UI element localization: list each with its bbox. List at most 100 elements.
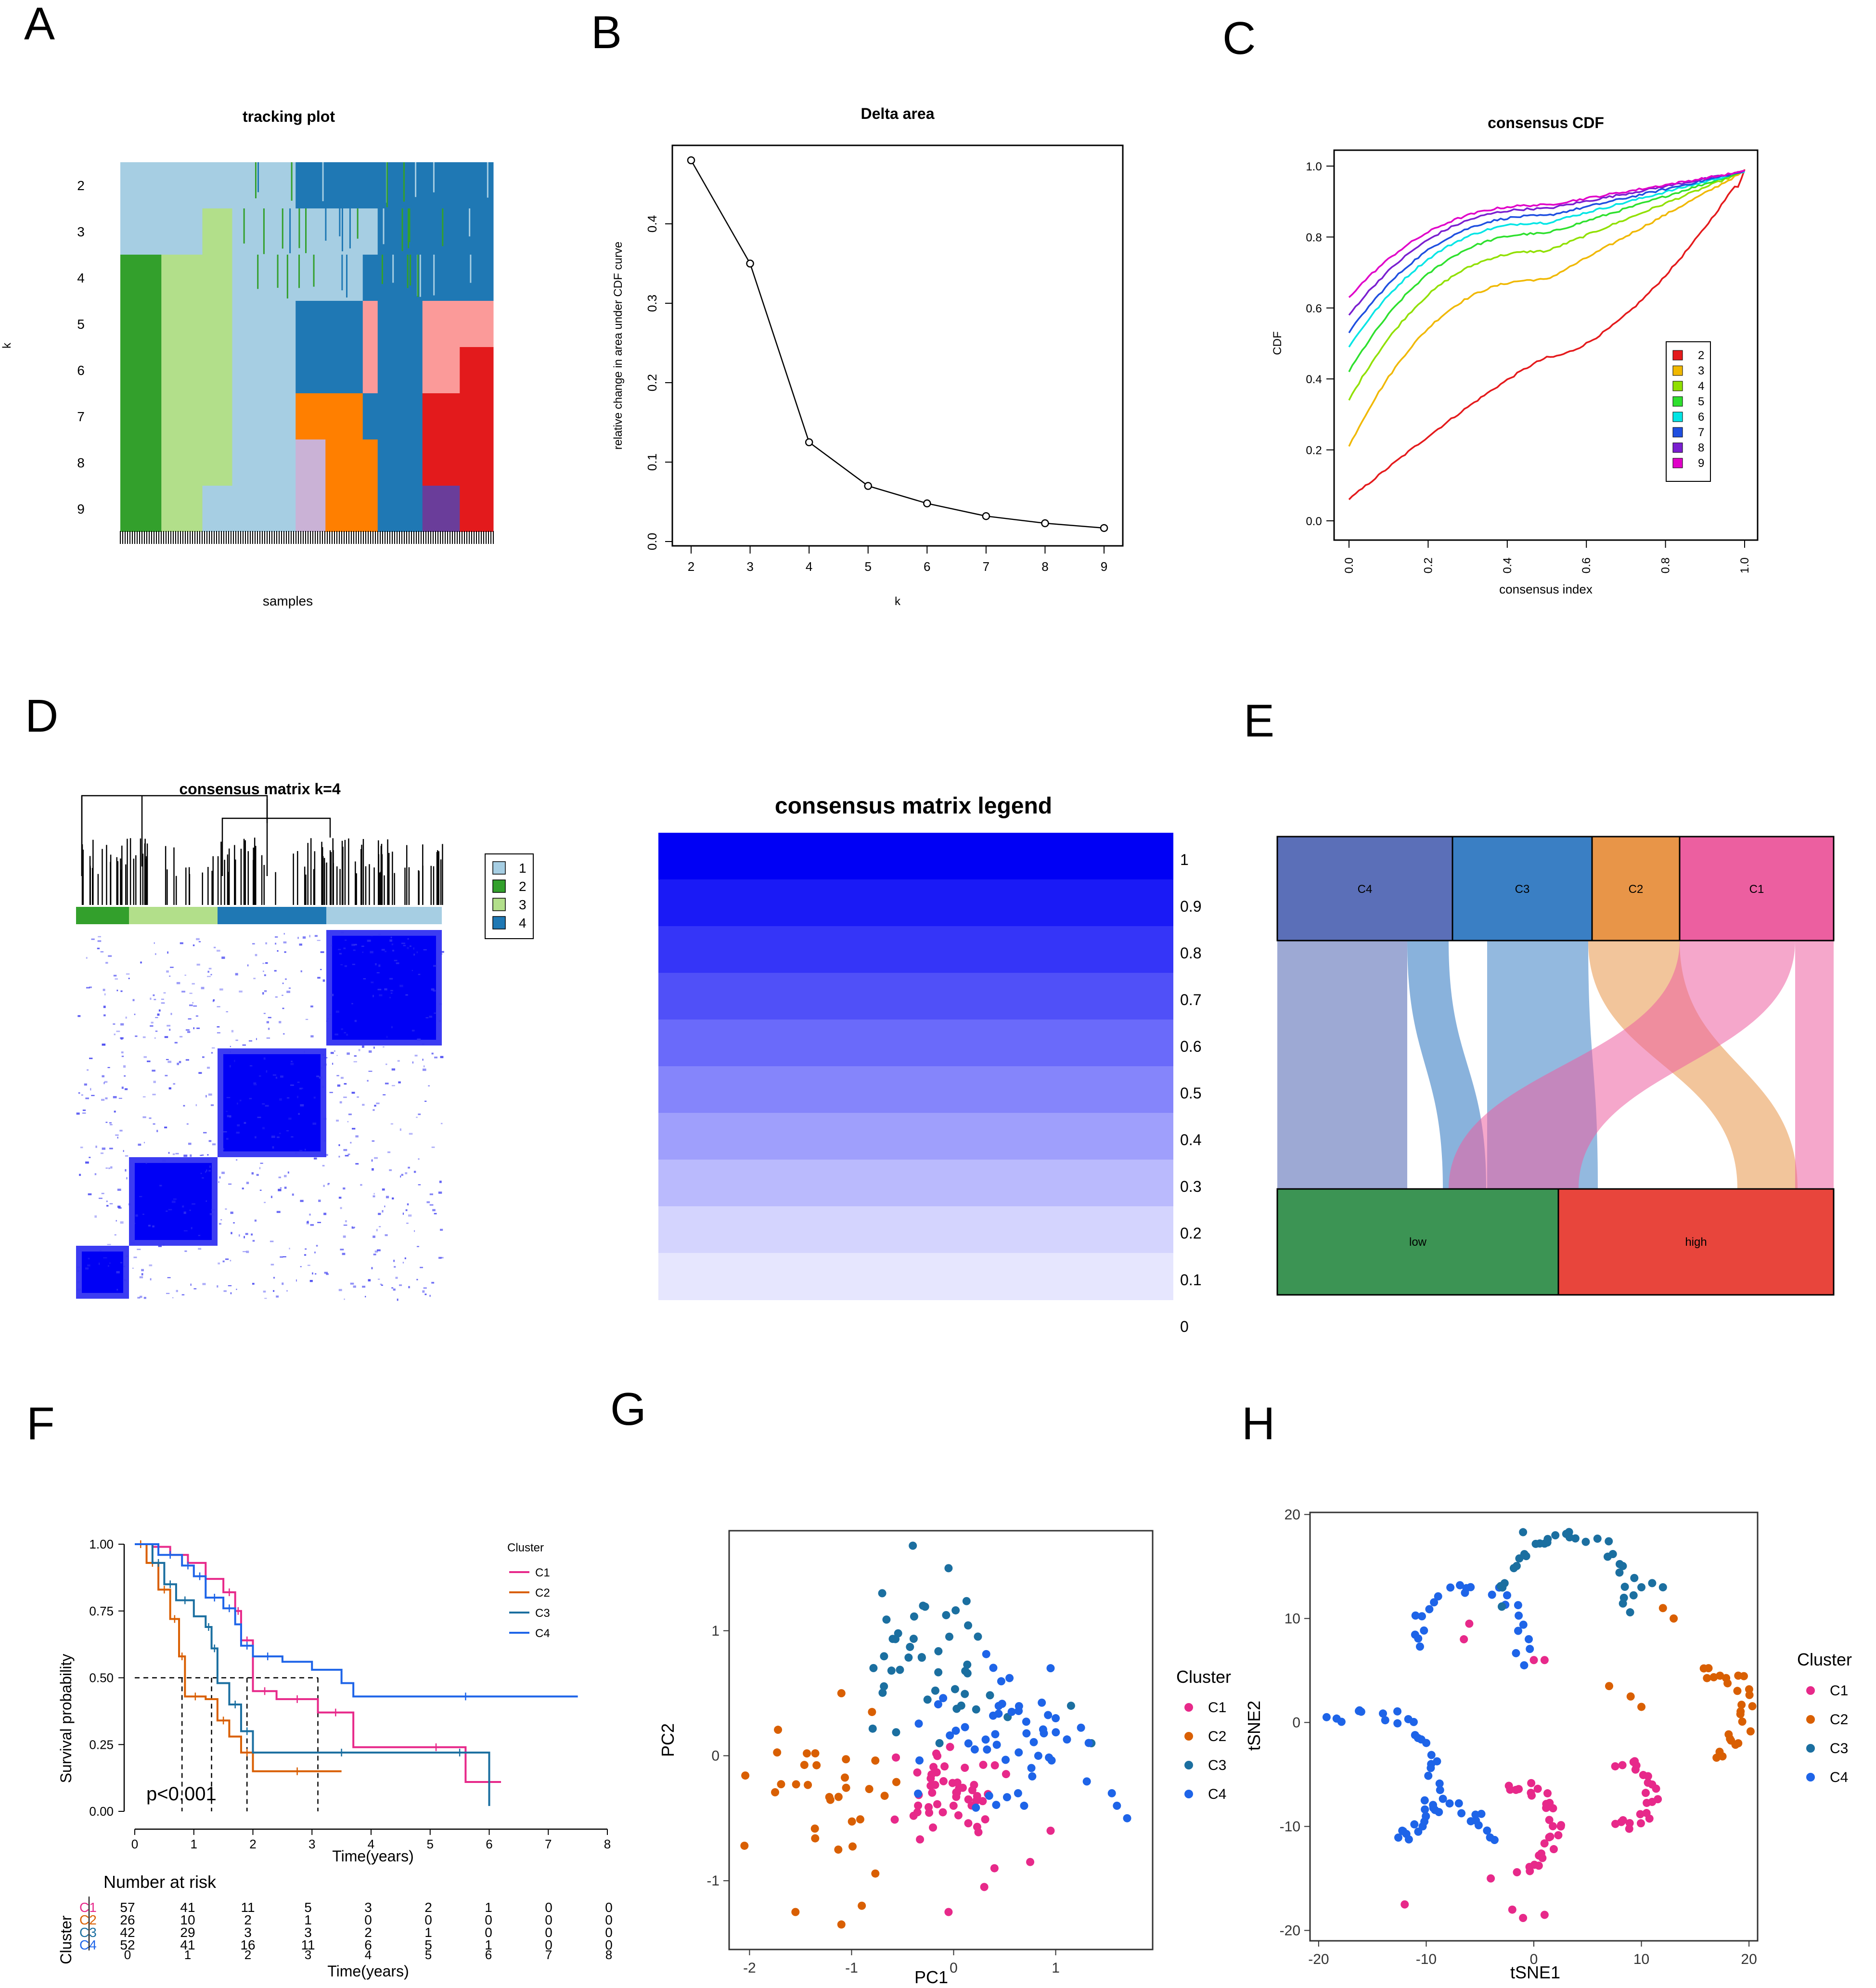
f-risk-value: 6 (364, 1937, 372, 1952)
d-speckle (406, 1223, 409, 1224)
d-speckle (150, 1278, 152, 1280)
d-speckle (152, 1225, 154, 1227)
g-point-c3 (880, 1652, 888, 1661)
h-point-c3 (1658, 1583, 1667, 1592)
f-risk-value: 16 (240, 1937, 255, 1952)
d-speckle (336, 1075, 339, 1076)
g-point-c2 (777, 1780, 785, 1789)
d-scale-label: 0.9 (1180, 898, 1201, 915)
d-speckle (150, 1025, 154, 1027)
g-point-c1 (892, 1753, 900, 1762)
d-speckle (334, 1033, 338, 1035)
h-point-c3 (1497, 1602, 1506, 1611)
g-point-c2 (837, 1689, 846, 1698)
h-point-c1 (1529, 1656, 1538, 1665)
c-cdf-line (1348, 169, 1746, 500)
f-pvalue: p<0.001 (146, 1783, 217, 1805)
d-speckle (200, 1173, 202, 1175)
d-speckle (393, 1260, 395, 1262)
g-point-c1 (946, 1743, 954, 1751)
d-speckle (273, 1277, 275, 1279)
h-point-c1 (1543, 1789, 1552, 1798)
h-point-c1 (1525, 1862, 1534, 1871)
h-point-c4 (1421, 1805, 1429, 1814)
d-legend-label: 3 (519, 897, 527, 912)
d-speckle (123, 1279, 127, 1281)
f-legend-label: C3 (535, 1607, 550, 1620)
d-speckle (239, 1099, 242, 1101)
d-speckle (408, 1286, 410, 1289)
c-ytick-label: 0.2 (1306, 444, 1322, 457)
d-speckle (97, 947, 100, 950)
d-speckle (297, 937, 299, 939)
g-point-c4 (946, 1731, 954, 1740)
c-legend-label: 2 (1698, 349, 1704, 362)
d-speckle (332, 1062, 334, 1065)
h-point-c3 (1562, 1530, 1570, 1538)
g-point-c4 (1052, 1714, 1060, 1723)
g-point-c4 (951, 1726, 960, 1735)
d-speckle (143, 1142, 145, 1144)
d-speckle (401, 942, 405, 944)
d-speckle (367, 940, 371, 942)
c-cdf-line (1348, 171, 1745, 348)
g-point-c3 (944, 1564, 953, 1573)
d-speckle (370, 951, 373, 954)
d-speckle (236, 1132, 240, 1134)
d-speckle (392, 1197, 394, 1200)
d-speckle (266, 1037, 270, 1039)
f-xlabel: Time(years) (332, 1847, 413, 1865)
d-legend-swatch (492, 861, 506, 875)
d-speckle (422, 1068, 426, 1071)
d-speckle (109, 1148, 113, 1149)
d-speckle (389, 978, 393, 980)
d-speckle (120, 1037, 124, 1039)
d-speckle (108, 1167, 110, 1169)
d-speckle (289, 1248, 290, 1250)
g-xtick-label: 0 (950, 1960, 958, 1976)
a-heat-cell (296, 255, 326, 301)
c-legend-label: 3 (1698, 364, 1704, 377)
g-point-c4 (961, 1723, 969, 1731)
d-scale-label: 0.6 (1180, 1038, 1201, 1055)
d-speckle (374, 1250, 378, 1253)
d-speckle (121, 1051, 124, 1054)
f-ytick-label: 0.50 (89, 1671, 114, 1685)
f-legend-label: C4 (535, 1627, 550, 1640)
d-scale-band (658, 973, 1173, 1020)
d-speckle (372, 1140, 375, 1142)
g-point-c3 (934, 1647, 943, 1655)
d-speckle (155, 1017, 158, 1019)
d-speckle (229, 1115, 231, 1118)
d-speckle (433, 965, 437, 967)
d-speckle (117, 1136, 118, 1139)
g-point-c2 (837, 1920, 846, 1929)
g-point-c1 (961, 1763, 969, 1772)
a-heat-cell (120, 393, 162, 439)
g-point-c1 (939, 1777, 948, 1785)
d-speckle (380, 1283, 382, 1285)
f-risk-value: 0 (545, 1900, 553, 1915)
c-legend-swatch (1672, 365, 1683, 376)
a-heat-cell (120, 347, 162, 393)
d-speckle (176, 1290, 178, 1292)
h-point-c4 (1514, 1601, 1522, 1610)
d-speckle (203, 1132, 207, 1134)
g-point-c2 (810, 1824, 819, 1833)
d-speckle (185, 1029, 190, 1031)
g-point-c2 (865, 1785, 874, 1794)
g-point-c3 (892, 1728, 900, 1737)
d-speckle (413, 947, 415, 950)
d-scale-band (658, 1206, 1173, 1253)
d-speckle (299, 1087, 303, 1089)
b-point (982, 512, 990, 520)
g-point-c2 (842, 1783, 850, 1792)
d-speckle (422, 1059, 424, 1061)
d-speckle (192, 983, 195, 985)
a-xlabel: samples (263, 594, 313, 608)
g-point-c3 (904, 1653, 913, 1662)
d-speckle (226, 1110, 228, 1112)
d-speckle (206, 1169, 207, 1172)
f-risk-row-label: C2 (79, 1912, 97, 1927)
d-speckle (412, 1061, 414, 1064)
